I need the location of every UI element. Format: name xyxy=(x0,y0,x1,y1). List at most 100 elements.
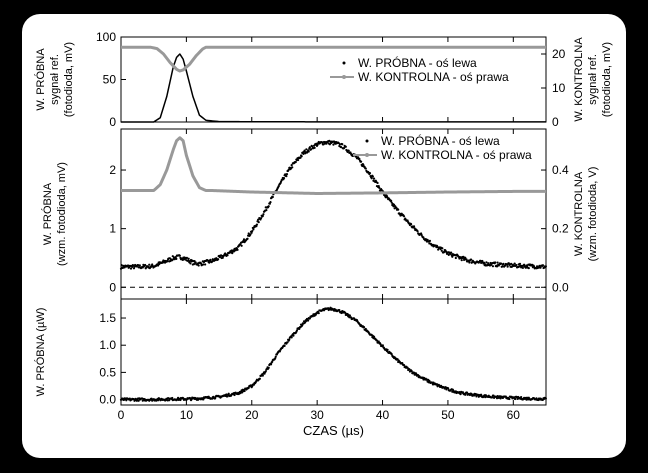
y-tick-label-right: 0.0 xyxy=(552,280,569,294)
y-tick-label-right: 20 xyxy=(552,47,566,61)
data-point xyxy=(437,248,440,251)
data-point xyxy=(257,221,260,224)
legend-entry: W. KONTROLNA - oś prawa xyxy=(353,148,532,162)
data-point xyxy=(208,261,211,264)
data-point xyxy=(538,264,541,267)
data-point xyxy=(480,393,483,396)
series-line xyxy=(121,45,546,73)
data-point xyxy=(204,263,207,266)
data-point xyxy=(377,340,380,343)
data-point xyxy=(313,146,316,149)
y-axis-label-left-line: (wzm. fotodioda, mV) xyxy=(56,162,68,266)
data-point xyxy=(225,393,228,396)
series-kontrolna xyxy=(121,45,546,73)
data-point xyxy=(249,233,252,236)
legend-entry: W. KONTROLNA - oś prawa xyxy=(330,70,509,84)
data-point xyxy=(441,247,444,250)
data-point xyxy=(500,262,503,265)
data-point xyxy=(506,265,509,268)
data-point xyxy=(370,177,373,180)
data-point xyxy=(214,397,217,400)
data-point xyxy=(261,214,264,218)
y-tick-label-right: 0.4 xyxy=(552,163,569,177)
legend-label: W. KONTROLNA - oś prawa xyxy=(358,70,509,84)
y-axis-label-left-line: W. PRÓBNA (µW) xyxy=(34,308,47,397)
legend-label: W. PRÓBNA - oś lewa xyxy=(358,55,477,70)
data-point xyxy=(240,244,243,247)
x-tick-label: 30 xyxy=(310,408,324,422)
y-tick-label-left: 0.5 xyxy=(99,365,116,379)
data-point xyxy=(234,249,237,252)
data-point xyxy=(440,249,443,252)
data-point xyxy=(187,257,190,260)
data-point xyxy=(381,344,384,347)
data-point xyxy=(402,363,406,367)
data-point xyxy=(375,339,379,342)
data-point xyxy=(339,146,343,149)
y-tick-label-left: 1.5 xyxy=(99,311,116,325)
data-point xyxy=(442,250,446,254)
data-point xyxy=(166,396,170,400)
data-point xyxy=(454,256,457,260)
data-point xyxy=(340,311,343,315)
data-point xyxy=(465,391,469,394)
data-point xyxy=(544,265,547,268)
data-point xyxy=(376,181,379,185)
data-point xyxy=(257,218,260,221)
data-point xyxy=(233,393,236,397)
data-point xyxy=(464,393,467,396)
y-axis-label-left-line: W. PRÓBNA xyxy=(34,48,47,111)
data-point xyxy=(364,327,367,331)
data-point xyxy=(520,395,523,399)
data-point xyxy=(290,336,293,339)
data-point xyxy=(267,366,270,369)
data-point xyxy=(397,208,400,211)
data-point xyxy=(269,363,273,366)
data-point xyxy=(221,256,224,259)
data-point xyxy=(297,158,300,162)
data-point xyxy=(338,308,341,312)
legend-label: W. KONTROLNA - oś prawa xyxy=(381,148,532,162)
y-tick-label-left: 1 xyxy=(109,222,116,236)
data-point xyxy=(126,264,130,267)
data-point xyxy=(292,334,295,337)
data-point xyxy=(271,195,274,199)
data-point xyxy=(527,267,530,270)
y-tick-label-left: 0 xyxy=(109,115,116,129)
data-point xyxy=(148,263,151,266)
series-line xyxy=(121,53,546,123)
data-point xyxy=(338,143,342,146)
data-point xyxy=(508,397,511,401)
data-point xyxy=(302,152,305,155)
data-point xyxy=(544,397,547,400)
data-point xyxy=(491,396,494,399)
data-point xyxy=(265,209,268,212)
x-tick-label: 50 xyxy=(441,408,455,422)
data-point xyxy=(364,167,367,170)
data-point xyxy=(307,319,310,322)
data-point xyxy=(496,261,499,264)
data-point xyxy=(372,335,376,338)
data-point xyxy=(402,215,406,218)
data-point xyxy=(412,225,416,228)
data-point xyxy=(392,203,396,206)
x-tick-label: 10 xyxy=(180,408,194,422)
data-point xyxy=(258,377,261,380)
y-tick-label-right: 0 xyxy=(552,115,559,129)
data-point xyxy=(359,160,363,163)
data-point xyxy=(286,341,289,344)
data-point xyxy=(209,258,212,261)
data-point xyxy=(412,371,416,374)
data-point xyxy=(299,156,302,159)
data-point xyxy=(378,186,381,189)
data-point xyxy=(513,262,516,265)
data-point xyxy=(282,177,286,180)
data-point xyxy=(386,348,389,351)
data-point xyxy=(502,262,505,266)
data-point xyxy=(307,150,310,153)
data-point xyxy=(264,370,267,373)
data-point xyxy=(291,166,294,169)
data-point xyxy=(285,173,289,176)
data-point xyxy=(123,266,126,269)
data-point xyxy=(342,147,346,150)
